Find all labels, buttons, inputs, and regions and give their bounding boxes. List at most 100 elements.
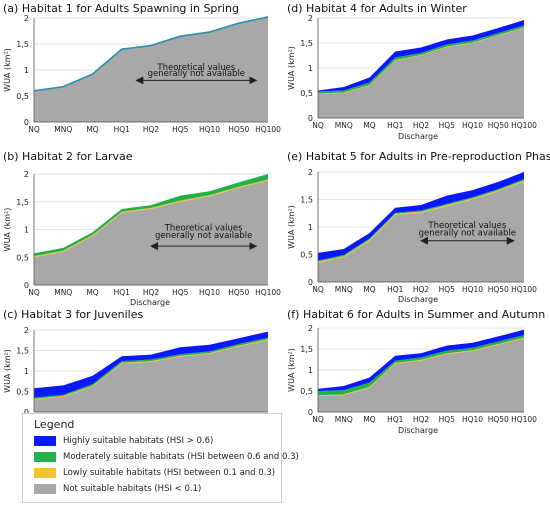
x-tick-label: HQ2 <box>413 415 430 424</box>
x-tick-label: HQ100 <box>255 125 281 134</box>
legend-label-low: Lowly suitable habitats (HSI between 0.1… <box>63 468 276 478</box>
panel-6: (f) Habitat 6 for Adults in Summer and A… <box>287 308 545 435</box>
annotation-line-2: generally not available <box>419 228 516 238</box>
x-tick-label: HQ100 <box>511 121 537 130</box>
y-tick-label: 1 <box>308 223 313 232</box>
legend: Legend Highly suitable habitats (HSI > 0… <box>22 413 299 503</box>
x-tick-label: MQ <box>363 121 375 130</box>
x-tick-label: HQ50 <box>228 125 249 134</box>
area-not <box>34 16 268 122</box>
x-tick-label: MQ <box>363 285 375 294</box>
y-tick-label: 1,5 <box>16 40 29 49</box>
y-axis-label: WUA (km²) <box>3 208 12 252</box>
panel-5: (e) Habitat 5 for Adults in Pre-reproduc… <box>287 150 550 304</box>
legend-item-low: Lowly suitable habitats (HSI between 0.1… <box>34 467 275 479</box>
y-axis-label: WUA (km²) <box>287 205 296 249</box>
x-tick-label: HQ1 <box>387 121 404 130</box>
x-tick-label: HQ50 <box>228 288 249 297</box>
y-tick-label: 0,5 <box>300 387 313 396</box>
legend-label-not: Not suitable habitats (HSI < 0.1) <box>63 484 202 494</box>
panel-title: (a) Habitat 1 for Adults Spawning in Spr… <box>3 2 239 15</box>
x-tick-label: NQ <box>312 415 324 424</box>
x-tick-label: HQ1 <box>114 288 131 297</box>
y-tick-label: 0,5 <box>300 251 313 260</box>
x-tick-label: HQ100 <box>255 288 281 297</box>
y-tick-label: 1,5 <box>300 39 313 48</box>
y-tick-label: 2 <box>308 168 313 177</box>
x-axis-label: Discharge <box>130 298 170 307</box>
x-tick-label: MQ <box>86 125 98 134</box>
x-tick-label: HQ5 <box>172 125 189 134</box>
y-tick-label: 2 <box>24 14 29 23</box>
area-not <box>318 181 524 282</box>
legend-label-moderate: Moderately suitable habitats (HSI betwee… <box>63 452 299 462</box>
legend-item-moderate: Moderately suitable habitats (HSI betwee… <box>34 451 299 463</box>
x-tick-label: HQ1 <box>387 415 404 424</box>
x-axis-label: Discharge <box>398 295 438 304</box>
y-tick-label: 1,5 <box>16 198 29 207</box>
annotation-line-2: generally not available <box>155 231 252 241</box>
panel-title: (c) Habitat 3 for Juveniles <box>3 308 144 321</box>
area-high <box>318 172 524 261</box>
y-tick-label: 0 <box>308 278 313 287</box>
x-tick-label: HQ100 <box>511 285 537 294</box>
x-tick-label: HQ10 <box>199 288 220 297</box>
x-tick-label: NQ <box>28 288 40 297</box>
area-outline <box>33 16 269 92</box>
area-moderate <box>318 25 524 94</box>
x-tick-label: HQ2 <box>143 125 160 134</box>
x-tick-label: HQ5 <box>439 415 456 424</box>
y-axis-label: WUA (km²) <box>287 348 296 392</box>
x-tick-label: MQ <box>86 288 98 297</box>
legend-swatch-low <box>34 468 56 478</box>
panel-1: (a) Habitat 1 for Adults Spawning in Spr… <box>3 2 281 134</box>
x-tick-label: HQ5 <box>439 121 456 130</box>
area-not <box>34 180 268 285</box>
x-tick-label: HQ2 <box>413 121 430 130</box>
y-tick-label: 1 <box>24 226 29 235</box>
x-tick-label: NQ <box>312 285 324 294</box>
y-tick-label: 0,5 <box>16 92 29 101</box>
y-axis-label: WUA (km²) <box>3 48 12 92</box>
y-axis-label: WUA (km²) <box>3 349 12 393</box>
y-tick-label: 1 <box>308 366 313 375</box>
area-moderate <box>34 337 268 399</box>
x-axis-label: Discharge <box>398 132 438 141</box>
y-axis-label: WUA (km²) <box>287 46 296 90</box>
y-tick-label: 0,5 <box>16 388 29 397</box>
y-tick-label: 2 <box>308 14 313 23</box>
x-tick-label: NQ <box>312 121 324 130</box>
legend-title: Legend <box>34 418 75 431</box>
panel-2: (b) Habitat 2 for Larvae 0 0,5 1 1,5 2 NQ MNQ MQ… <box>3 150 281 307</box>
x-tick-label: MNQ <box>54 125 72 134</box>
y-tick-label: 0 <box>24 118 29 127</box>
area-high <box>34 331 268 398</box>
legend-swatch-not <box>34 484 56 494</box>
x-tick-label: MNQ <box>54 288 72 297</box>
x-tick-label: HQ50 <box>488 415 509 424</box>
area-moderate <box>318 335 524 396</box>
legend-swatch-high <box>34 436 56 446</box>
x-tick-label: HQ1 <box>114 125 131 134</box>
x-tick-label: HQ2 <box>143 288 160 297</box>
y-tick-label: 2 <box>308 324 313 333</box>
area-moderate <box>318 179 524 262</box>
area-high <box>318 20 524 92</box>
annotation-line-2: generally not available <box>148 69 245 79</box>
area-not <box>318 28 524 118</box>
y-tick-label: 1,5 <box>300 345 313 354</box>
y-tick-label: 0 <box>308 114 313 123</box>
y-tick-label: 2 <box>24 170 29 179</box>
area-not <box>318 338 524 412</box>
x-axis-label: Discharge <box>398 426 438 435</box>
area-not <box>34 340 268 412</box>
panel-title: (e) Habitat 5 for Adults in Pre-reproduc… <box>287 150 550 163</box>
y-tick-label: 1,5 <box>300 196 313 205</box>
annotation-line-1: Theoretical values <box>427 221 506 231</box>
area-moderate <box>34 174 268 257</box>
x-tick-label: MNQ <box>335 121 353 130</box>
legend-item-high: Highly suitable habitats (HSI > 0.6) <box>34 435 213 447</box>
x-tick-label: MNQ <box>335 285 353 294</box>
x-tick-label: HQ100 <box>511 415 537 424</box>
y-tick-label: 1 <box>24 367 29 376</box>
